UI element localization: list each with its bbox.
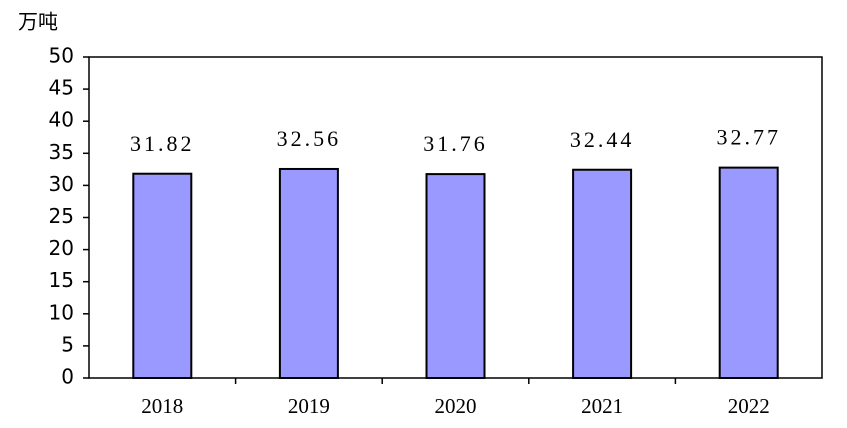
x-tick-label: 2020 xyxy=(435,394,477,418)
y-axis-label: 万吨 xyxy=(18,10,58,34)
bar xyxy=(425,173,486,379)
x-tick-label: 2018 xyxy=(141,394,183,418)
data-label: 32.77 xyxy=(716,125,781,150)
x-tick-label: 2019 xyxy=(288,394,330,418)
y-tick-label: 35 xyxy=(49,140,74,164)
bar xyxy=(718,166,779,379)
y-tick-label: 30 xyxy=(49,172,74,196)
data-label: 31.82 xyxy=(130,131,195,156)
bar xyxy=(572,168,633,379)
y-tick-label: 20 xyxy=(49,236,74,260)
y-tick-label: 50 xyxy=(49,44,74,68)
y-tick-label: 5 xyxy=(61,332,74,356)
y-tick-label: 0 xyxy=(61,365,74,389)
x-tick-label: 2021 xyxy=(581,394,623,418)
y-tick-label: 45 xyxy=(49,76,74,100)
y-tick-label: 15 xyxy=(49,268,74,292)
data-label: 32.44 xyxy=(570,127,635,152)
bar xyxy=(132,172,193,379)
data-label: 31.76 xyxy=(423,131,488,156)
data-label: 32.56 xyxy=(277,126,342,151)
y-tick-label: 10 xyxy=(49,300,74,324)
y-tick-label: 25 xyxy=(49,204,74,228)
y-tick-label: 40 xyxy=(49,108,74,132)
bar xyxy=(278,167,339,379)
x-tick-label: 2022 xyxy=(728,394,770,418)
